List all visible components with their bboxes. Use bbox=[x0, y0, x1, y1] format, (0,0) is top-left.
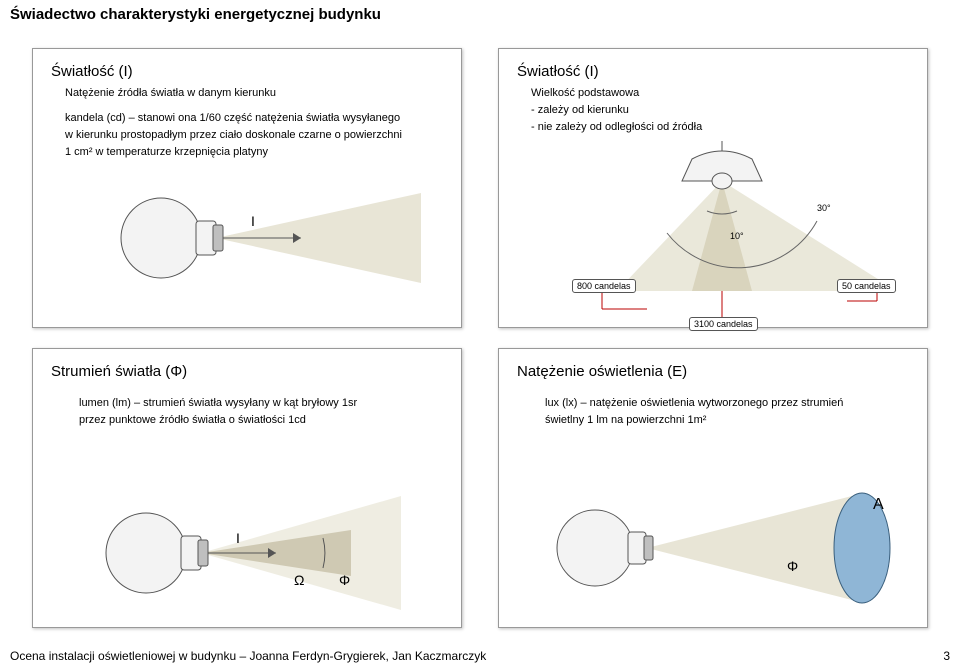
q1-sub2a: kandela (cd) – stanowi ona 1/60 część na… bbox=[51, 111, 443, 126]
q1-label-I: I bbox=[251, 213, 255, 229]
q1-sub1: Natężenie źródła światła w danym kierunk… bbox=[51, 86, 443, 101]
q2-ang10: 10° bbox=[730, 231, 744, 241]
q3-label-O: Ω bbox=[294, 572, 304, 588]
panel-luminous-flux: Strumień światła (Φ) lumen (lm) – strumi… bbox=[32, 348, 462, 628]
q3-label-I: I bbox=[236, 530, 240, 546]
q2-c800: 800 candelas bbox=[572, 279, 636, 293]
q4-diagram bbox=[517, 478, 917, 618]
panel-luminous-intensity-def: Światłość (I) Natężenie źródła światła w… bbox=[32, 48, 462, 328]
panel-illuminance: Natężenie oświetlenia (E) lux (lx) – nat… bbox=[498, 348, 928, 628]
q1-title: Światłość (I) bbox=[51, 63, 443, 80]
q2-diagram bbox=[517, 141, 917, 331]
footer-page: 3 bbox=[943, 649, 950, 663]
q3-label-F: Φ bbox=[339, 572, 350, 588]
panel-luminous-intensity-props: Światłość (I) Wielkość podstawowa - zale… bbox=[498, 48, 928, 328]
q4-title: Natężenie oświetlenia (E) bbox=[517, 363, 909, 380]
q2-ang30: 30° bbox=[817, 203, 831, 213]
q2-l2: - zależy od kierunku bbox=[517, 103, 909, 118]
page-footer: Ocena instalacji oświetleniowej w budynk… bbox=[10, 649, 950, 663]
q2-l1: Wielkość podstawowa bbox=[517, 86, 909, 101]
q3-l1: lumen (lm) – strumień światła wysyłany w… bbox=[51, 396, 443, 411]
q4-l1: lux (lx) – natężenie oświetlenia wytworz… bbox=[517, 396, 909, 411]
q4-label-F: Φ bbox=[787, 558, 798, 574]
footer-text: Ocena instalacji oświetleniowej w budynk… bbox=[10, 649, 486, 663]
q1-sub2c: 1 cm² w temperaturze krzepnięcia platyny bbox=[51, 145, 443, 160]
q3-title: Strumień światła (Φ) bbox=[51, 363, 443, 380]
q2-title: Światłość (I) bbox=[517, 63, 909, 80]
page-header: Świadectwo charakterystyki energetycznej… bbox=[10, 6, 381, 23]
q2-c50: 50 candelas bbox=[837, 279, 896, 293]
q4-l2: świetlny 1 lm na powierzchni 1m² bbox=[517, 413, 909, 428]
q2-l3: - nie zależy od odległości od źródła bbox=[517, 120, 909, 135]
q3-diagram bbox=[51, 488, 451, 618]
q3-l2: przez punktowe źródło światła o światłoś… bbox=[51, 413, 443, 428]
q2-c3100: 3100 candelas bbox=[689, 317, 758, 331]
q1-sub2b: w kierunku prostopadłym przez ciało dosk… bbox=[51, 128, 443, 143]
q1-diagram bbox=[51, 173, 451, 303]
q4-label-A: A bbox=[873, 496, 884, 514]
